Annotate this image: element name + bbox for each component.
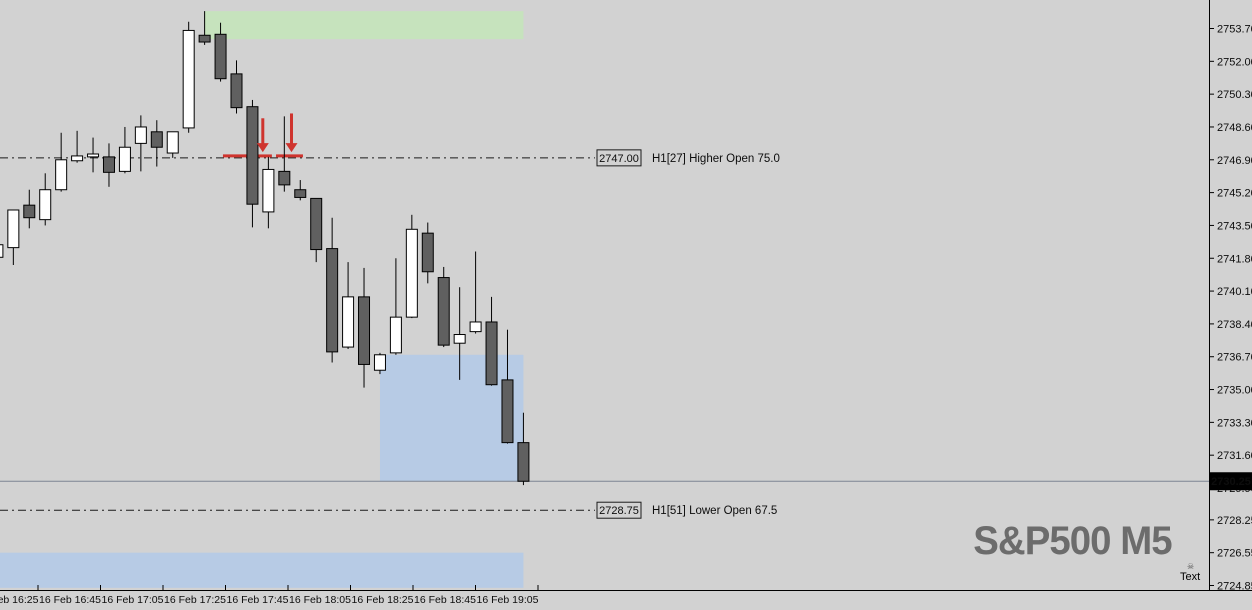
candle-body: [134, 126, 147, 144]
price-tick-label: 2746.90: [1217, 155, 1252, 167]
price-tick-label: 2750.30: [1217, 89, 1252, 101]
candle-body: [294, 189, 307, 198]
time-label: 16 Feb 17:25: [164, 594, 226, 606]
candle-body: [23, 204, 36, 219]
candle-body: [437, 277, 450, 346]
down-arrow-head[interactable]: [285, 143, 298, 153]
candle-body: [485, 321, 498, 386]
candle-body: [102, 156, 115, 173]
candle-body: [246, 106, 259, 205]
text-object[interactable]: ☠ Text: [1180, 563, 1201, 584]
price-tick-label: 2738.40: [1217, 319, 1252, 331]
level-price-label: 2747.00: [599, 153, 639, 165]
supply-zone-green[interactable]: [204, 11, 524, 40]
candle-body: [501, 379, 514, 444]
time-label: 16 Feb 19:05: [477, 594, 539, 606]
candle-body: [421, 232, 434, 273]
candle-body: [71, 155, 84, 162]
price-tick-label: 2726.55: [1217, 548, 1252, 560]
price-tick-label: 2743.50: [1217, 220, 1252, 232]
time-label: 16 Feb 18:45: [414, 594, 476, 606]
candle-body: [230, 73, 243, 109]
level-description: H1[51] Lower Open 67.5: [652, 505, 777, 517]
current-price-tag: [1210, 472, 1252, 491]
candle-body: [358, 296, 371, 365]
candle-body: [262, 168, 275, 213]
current-price-tag-label: 2730.25: [1211, 476, 1251, 488]
candle-body: [0, 244, 4, 258]
time-label: 16 Feb 18:05: [289, 594, 351, 606]
time-label: 16 Feb 18:25: [352, 594, 414, 606]
candle-body: [55, 159, 68, 191]
price-tick-label: 2733.30: [1217, 417, 1252, 429]
candle-body: [310, 197, 323, 251]
price-tick-label: 2731.60: [1217, 450, 1252, 462]
price-tick-label: 2745.20: [1217, 188, 1252, 200]
price-tick-label: 2752.00: [1217, 56, 1252, 68]
candle-body: [405, 228, 418, 318]
level-price-label: 2728.75: [599, 505, 639, 517]
price-tick-label: 2736.70: [1217, 352, 1252, 364]
time-label: 16 Feb 17:05: [102, 594, 164, 606]
level-description: H1[27] Higher Open 75.0: [652, 153, 780, 165]
candle-body: [7, 209, 20, 249]
down-arrow-head[interactable]: [256, 143, 269, 153]
candle-body: [517, 442, 530, 482]
level-price-box: [596, 149, 642, 167]
candle-body: [87, 153, 100, 158]
candle-body: [198, 34, 211, 43]
time-label: 16 Feb 17:45: [227, 594, 289, 606]
candle-body: [373, 354, 386, 371]
candle-body: [389, 316, 402, 354]
price-tick-label: 2741.80: [1217, 253, 1252, 265]
candle-body: [278, 170, 291, 186]
price-tick-label: 2735.00: [1217, 385, 1252, 397]
candle-body: [342, 296, 355, 348]
skull-icon: ☠: [1187, 562, 1195, 571]
watermark: S&P500 M5: [973, 519, 1173, 563]
candle-body: [150, 131, 163, 148]
candle-body: [182, 29, 195, 129]
price-tick-label: 2740.10: [1217, 286, 1252, 298]
price-tick-label: 2724.85: [1217, 581, 1252, 593]
price-tick-label: 2748.60: [1217, 122, 1252, 134]
candle-body: [39, 189, 52, 221]
demand-zone-blue-lower[interactable]: [0, 552, 524, 588]
time-label: 16 Feb 16:45: [39, 594, 101, 606]
level-price-box: [596, 501, 642, 519]
candle-body: [166, 131, 179, 154]
text-object-label: Text: [1180, 571, 1201, 583]
candle-body: [453, 334, 466, 344]
price-tick-label: 2728.25: [1217, 515, 1252, 527]
price-tick-label: 2753.70: [1217, 24, 1252, 36]
time-label: 16 Feb 16:25: [0, 594, 39, 606]
demand-zone-blue-upper[interactable]: [379, 354, 524, 482]
candle-body: [469, 321, 482, 333]
candle-body: [118, 146, 131, 172]
candle-body: [214, 33, 227, 80]
candle-body: [326, 248, 339, 353]
